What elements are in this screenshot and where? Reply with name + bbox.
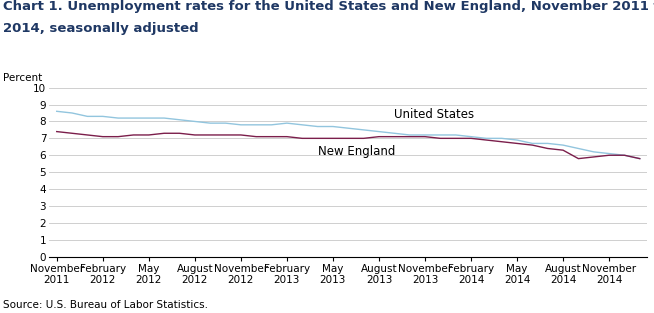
Text: Percent: Percent bbox=[3, 73, 43, 83]
Text: New England: New England bbox=[318, 145, 395, 158]
Text: United States: United States bbox=[394, 108, 474, 121]
Text: Source: U.S. Bureau of Labor Statistics.: Source: U.S. Bureau of Labor Statistics. bbox=[3, 300, 208, 310]
Text: 2014, seasonally adjusted: 2014, seasonally adjusted bbox=[3, 22, 199, 35]
Text: Chart 1. Unemployment rates for the United States and New England, November 2011: Chart 1. Unemployment rates for the Unit… bbox=[3, 0, 654, 13]
